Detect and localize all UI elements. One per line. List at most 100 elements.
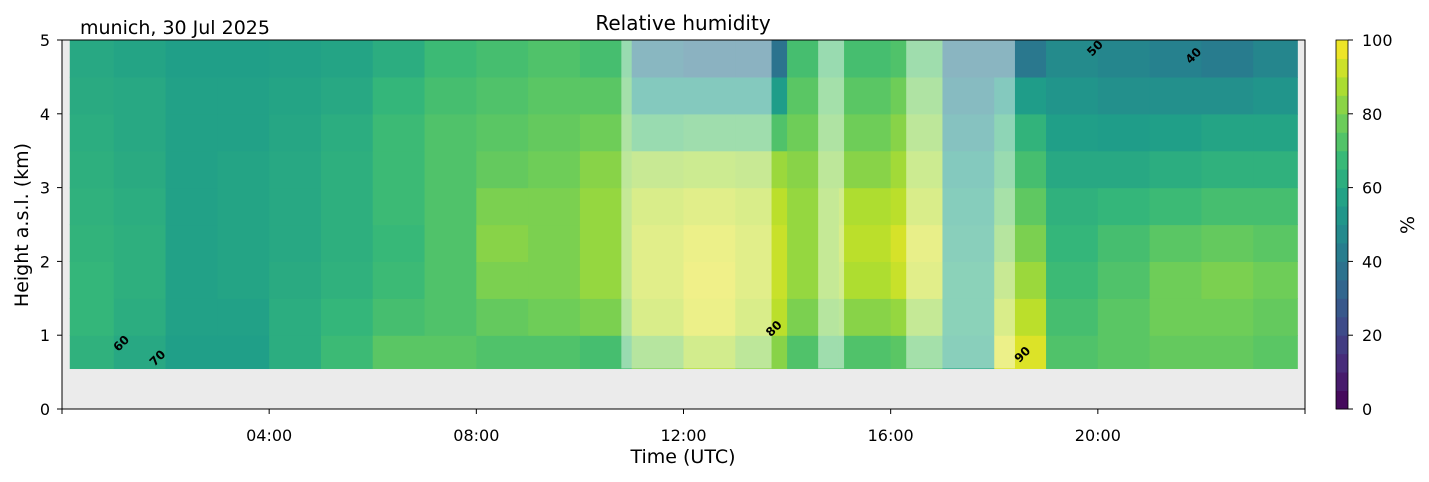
heatmap-cell <box>1149 113 1203 152</box>
heatmap-cell <box>1046 224 1099 262</box>
masked-period <box>906 40 1015 369</box>
heatmap-cell <box>890 40 944 78</box>
heatmap-cell <box>528 224 581 262</box>
y-tick-label: 5 <box>40 31 50 50</box>
heatmap-cell <box>1149 298 1203 336</box>
colorbar-band <box>1336 279 1348 299</box>
heatmap-cell <box>1201 298 1254 336</box>
colorbar-frame <box>1335 39 1349 410</box>
heatmap-cell <box>1097 335 1151 370</box>
heatmap-cell <box>1097 40 1151 78</box>
heatmap-cell <box>217 298 270 336</box>
heatmap-cell <box>838 113 892 152</box>
heatmap-cell <box>165 261 218 299</box>
heatmap-cell <box>631 150 685 189</box>
colorbar-tick-label: 80 <box>1362 105 1382 124</box>
heatmap-cell <box>579 40 633 78</box>
heatmap-cell <box>528 298 581 336</box>
heatmap-cell <box>476 113 529 152</box>
heatmap-cell <box>994 187 1047 226</box>
heatmap-cell <box>1046 113 1099 152</box>
heatmap-cell <box>69 335 115 370</box>
heatmap-cell <box>735 150 788 189</box>
heatmap-cell <box>994 76 1047 115</box>
heatmap-cell <box>1253 298 1298 336</box>
heatmap-cell <box>476 187 529 226</box>
heatmap-cell <box>372 187 426 226</box>
heatmap-cell <box>1201 40 1254 78</box>
heatmap-cell <box>320 113 374 152</box>
heatmap-cell <box>787 76 840 115</box>
heatmap-cell <box>838 40 892 78</box>
x-tick-label: 08:00 <box>453 426 499 445</box>
heatmap-cell <box>1253 40 1298 78</box>
heatmap-cell <box>942 76 995 115</box>
colorbar-band <box>1336 150 1348 170</box>
heatmap-cell <box>1097 187 1151 226</box>
heatmap-cell <box>890 113 944 152</box>
heatmap-cell <box>424 187 477 226</box>
heatmap-cell <box>683 40 736 78</box>
heatmap-cell <box>113 113 167 152</box>
colorbar-band <box>1336 76 1348 96</box>
heatmap-cell <box>787 40 840 78</box>
heatmap-cell <box>1046 335 1099 370</box>
heatmap-cell <box>1253 187 1298 226</box>
heatmap-cell <box>579 261 633 299</box>
heatmap-cell <box>735 224 788 262</box>
heatmap-cell <box>683 150 736 189</box>
heatmap-cell <box>269 40 322 78</box>
heatmap-cell <box>476 40 529 78</box>
masked-period <box>818 40 845 369</box>
colorbar-band <box>1336 169 1348 189</box>
heatmap-cell <box>269 298 322 336</box>
heatmap-cell <box>424 335 477 370</box>
heatmap-cell <box>165 335 218 370</box>
heatmap-cell <box>735 298 788 336</box>
heatmap-cell <box>1097 150 1151 189</box>
heatmap-cell <box>1201 76 1254 115</box>
heatmap-cell <box>1046 261 1099 299</box>
colorbar-band <box>1336 390 1348 410</box>
heatmap-cell <box>735 261 788 299</box>
heatmap-cell <box>942 187 995 226</box>
heatmap-cell <box>1046 76 1099 115</box>
heatmap-cell <box>1097 76 1151 115</box>
heatmap-cell <box>69 224 115 262</box>
heatmap-cell <box>69 150 115 189</box>
heatmap-cell <box>838 187 892 226</box>
heatmap-cell <box>113 40 167 78</box>
heatmap-cell <box>1253 335 1298 370</box>
heatmap-cell <box>942 224 995 262</box>
y-axis: 0 1 2 3 4 5 <box>40 31 62 419</box>
heatmap-cell <box>217 261 270 299</box>
colorbar-band <box>1336 353 1348 373</box>
heatmap-cell <box>424 40 477 78</box>
heatmap-cell <box>683 335 736 370</box>
heatmap-cell <box>424 150 477 189</box>
heatmap-cell <box>320 298 374 336</box>
heatmap-cell <box>476 261 529 299</box>
heatmap-cell <box>1046 298 1099 336</box>
heatmap-cell <box>890 261 944 299</box>
x-axis-label: Time (UTC) <box>629 446 735 468</box>
heatmap-cell <box>165 113 218 152</box>
heatmap-cell <box>1097 224 1151 262</box>
heatmap-cell <box>890 224 944 262</box>
heatmap-cell <box>579 113 633 152</box>
heatmap-cell <box>838 150 892 189</box>
heatmap-cell <box>528 40 581 78</box>
y-tick-label: 2 <box>40 252 50 271</box>
heatmap-cell <box>994 298 1047 336</box>
heatmap-cell <box>269 187 322 226</box>
heatmap-cell <box>683 113 736 152</box>
heatmap-cell <box>165 187 218 226</box>
heatmap-cell <box>372 113 426 152</box>
heatmap-cell <box>735 76 788 115</box>
heatmap-cell <box>217 40 270 78</box>
colorbar-band <box>1336 224 1348 244</box>
heatmap-cell <box>942 113 995 152</box>
heatmap-cell <box>372 150 426 189</box>
heatmap-cell <box>631 298 685 336</box>
heatmap-cell <box>113 76 167 115</box>
